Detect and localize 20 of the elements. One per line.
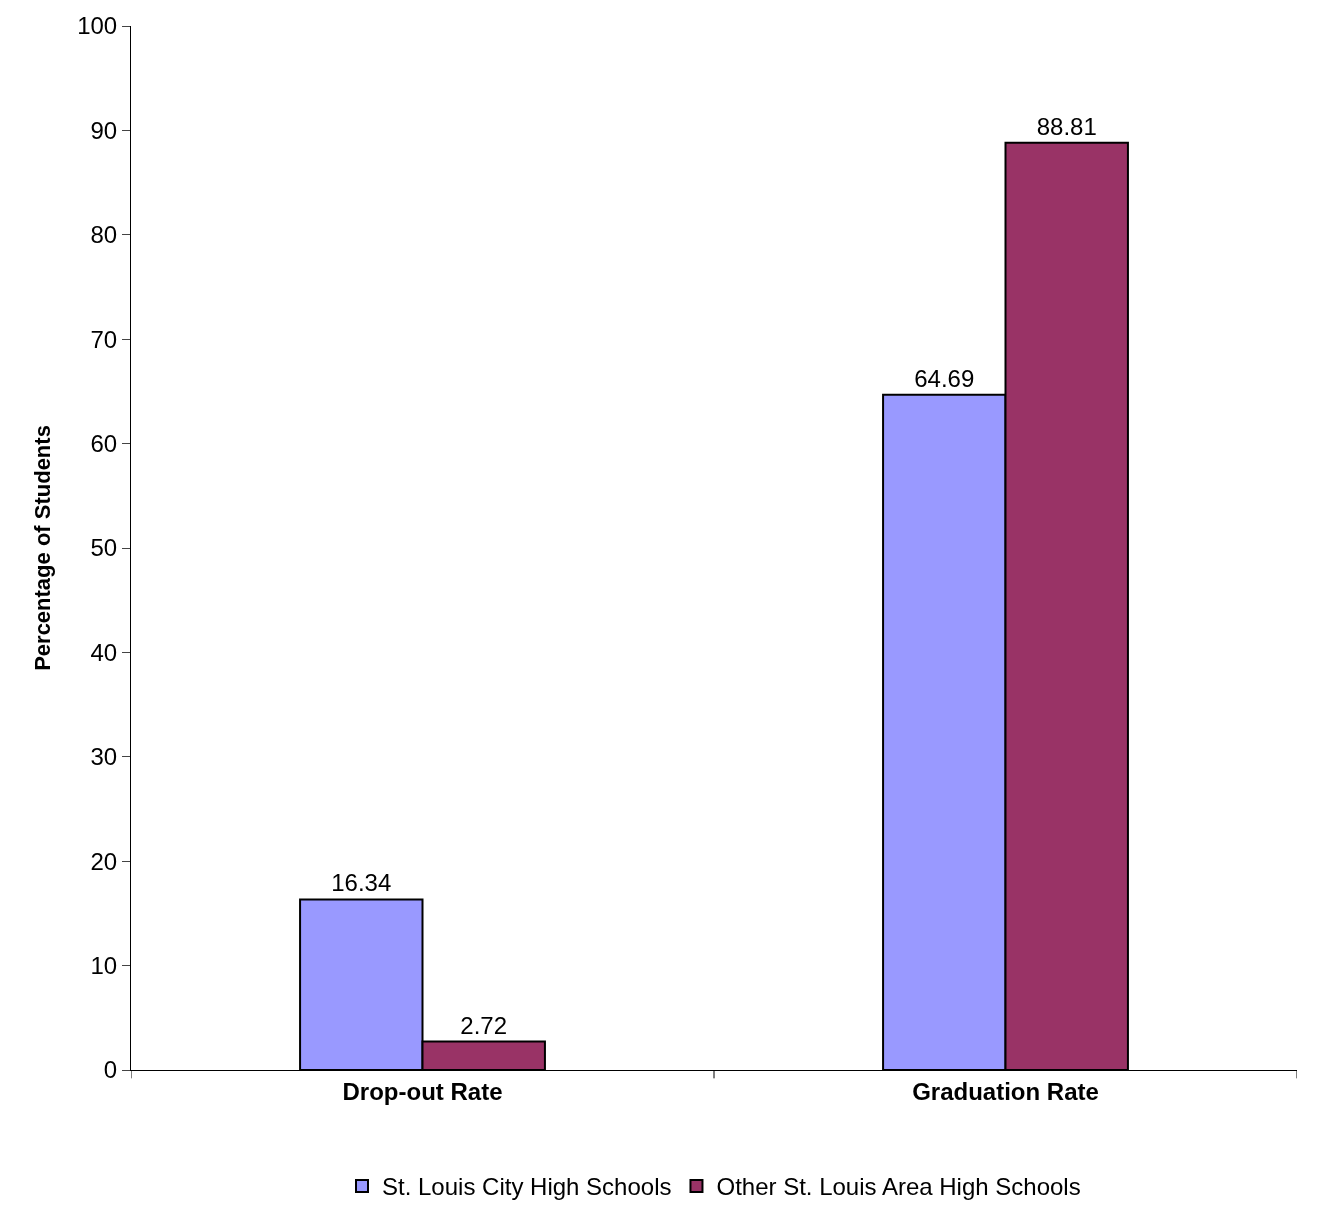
- y-tick-label: 90: [90, 116, 118, 144]
- y-tick-label: 20: [90, 847, 118, 875]
- y-tick-label: 30: [90, 743, 118, 771]
- y-tick-label: 100: [77, 12, 118, 40]
- y-tick-label: 10: [90, 952, 118, 979]
- y-tick-label: 0: [103, 1056, 118, 1084]
- y-tick-label: 40: [90, 638, 118, 666]
- x-tick-label: Drop-out Rate: [342, 1077, 503, 1105]
- y-tick-label: 70: [90, 325, 118, 353]
- y-tick-label: 60: [90, 430, 118, 457]
- x-tick-label: Graduation Rate: [912, 1077, 1099, 1105]
- y-tick-label: 80: [90, 221, 118, 249]
- y-tick-label: 50: [90, 534, 118, 562]
- data-label: 2.72: [460, 1011, 508, 1039]
- data-label: 16.34: [331, 869, 392, 897]
- legend-label: St. Louis City High Schools: [382, 1173, 672, 1201]
- data-label: 88.81: [1036, 112, 1097, 140]
- data-label: 64.69: [914, 364, 975, 392]
- legend-label: Other St. Louis Area High Schools: [716, 1173, 1081, 1201]
- y-axis-title: Percentage of Students: [29, 425, 55, 671]
